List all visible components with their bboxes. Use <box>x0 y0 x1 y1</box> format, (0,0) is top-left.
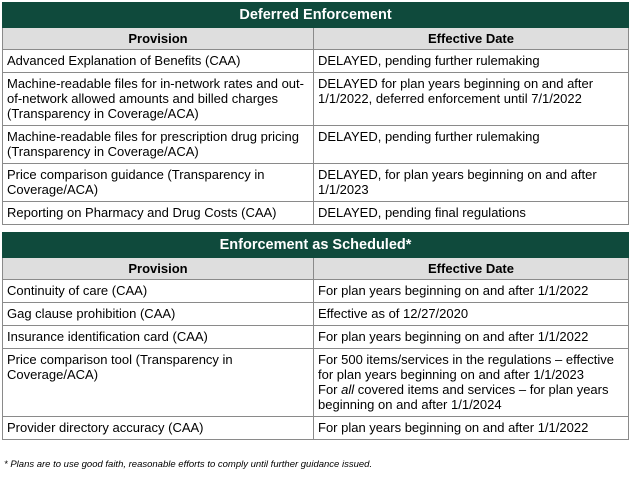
section-title-deferred: Deferred Enforcement <box>1 2 630 28</box>
effective-date-cell: For plan years beginning on and after 1/… <box>312 416 630 440</box>
provision-cell: Gag clause prohibition (CAA) <box>2 302 314 326</box>
effective-date-cell: DELAYED for plan years beginning on and … <box>312 72 630 126</box>
effective-date-cell: DELAYED, pending final regulations <box>312 201 630 225</box>
provision-cell: Advanced Explanation of Benefits (CAA) <box>2 49 314 73</box>
effective-date-cell: For plan years beginning on and after 1/… <box>312 325 630 349</box>
table-row: Provider directory accuracy (CAA) For pl… <box>2 416 630 440</box>
effective-date-part2-prefix: For <box>318 382 342 397</box>
effective-date-cell: For plan years beginning on and after 1/… <box>312 279 630 303</box>
provision-cell: Price comparison guidance (Transparency … <box>2 163 314 202</box>
table-row: Price comparison guidance (Transparency … <box>2 163 630 202</box>
table-row: Continuity of care (CAA) For plan years … <box>2 279 630 303</box>
provision-cell: Machine-readable files for in-network ra… <box>2 72 314 126</box>
table-row: Price comparison tool (Transparency in C… <box>2 348 630 417</box>
table-row: Gag clause prohibition (CAA) Effective a… <box>2 302 630 326</box>
effective-date-cell: DELAYED, pending further rulemaking <box>312 49 630 73</box>
column-header-row: Provision Effective Date <box>2 257 630 280</box>
table-row: Machine-readable files for in-network ra… <box>2 72 630 126</box>
section-header-scheduled: Enforcement as Scheduled* <box>1 232 630 258</box>
column-header-effective-date: Effective Date <box>312 257 630 280</box>
section-header-deferred: Deferred Enforcement <box>1 2 630 28</box>
enforcement-table: Deferred Enforcement Provision Effective… <box>1 2 630 440</box>
provision-cell: Machine-readable files for prescription … <box>2 125 314 164</box>
emphasis-all: all <box>341 382 355 397</box>
section-spacer <box>3 225 629 233</box>
table-row: Insurance identification card (CAA) For … <box>2 325 630 349</box>
effective-date-cell: Effective as of 12/27/2020 <box>312 302 630 326</box>
column-header-effective-date: Effective Date <box>312 27 630 50</box>
table-row: Machine-readable files for prescription … <box>2 125 630 164</box>
provision-cell: Price comparison tool (Transparency in C… <box>2 348 314 417</box>
column-header-provision: Provision <box>2 27 314 50</box>
table-row: Advanced Explanation of Benefits (CAA) D… <box>2 49 630 73</box>
provision-cell: Reporting on Pharmacy and Drug Costs (CA… <box>2 201 314 225</box>
provision-cell: Insurance identification card (CAA) <box>2 325 314 349</box>
column-header-row: Provision Effective Date <box>2 27 630 50</box>
table-row: Reporting on Pharmacy and Drug Costs (CA… <box>2 201 630 225</box>
section-title-scheduled: Enforcement as Scheduled* <box>1 232 630 258</box>
provision-cell: Continuity of care (CAA) <box>2 279 314 303</box>
enforcement-tables: Deferred Enforcement Provision Effective… <box>1 2 630 440</box>
column-header-provision: Provision <box>2 257 314 280</box>
effective-date-cell: For 500 items/services in the regulation… <box>312 348 630 417</box>
footnote: * Plans are to use good faith, reasonabl… <box>4 459 373 470</box>
effective-date-part2-rest: covered items and services – for plan ye… <box>318 382 609 412</box>
provision-cell: Provider directory accuracy (CAA) <box>2 416 314 440</box>
effective-date-part1: For 500 items/services in the regulation… <box>318 352 615 382</box>
effective-date-cell: DELAYED, pending further rulemaking <box>312 125 630 164</box>
effective-date-cell: DELAYED, for plan years beginning on and… <box>312 163 630 202</box>
